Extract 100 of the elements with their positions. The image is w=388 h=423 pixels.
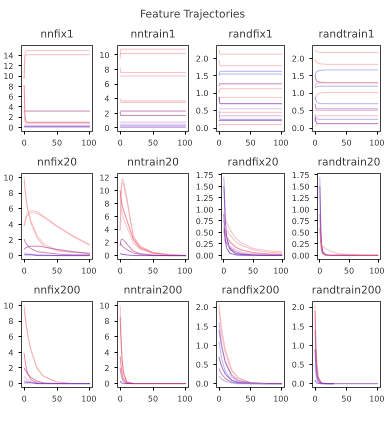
y-tick-label: 2 [104,364,110,373]
y-tick-label: 2 [8,113,14,122]
y-tick-label: 8 [104,199,110,208]
y-tick-label: 1.00 [196,205,214,214]
y-tick-label: 4 [104,226,110,235]
x-tick-label: 100 [177,138,193,148]
chart-title: nnfix20 [36,156,78,168]
y-tick-label: 8 [8,189,14,198]
y-tick-label: 1.0 [196,341,209,350]
chart-title: randtrain20 [318,156,381,168]
chart-title: randtrain1 [318,28,375,40]
x-tick-label: 50 [245,138,256,148]
y-tick-label: 6 [8,332,14,342]
chart-title: nntrain20 [127,156,180,168]
x-tick-label: 100 [369,394,385,404]
y-tick-label: 4 [8,220,14,230]
chart-title: randtrain200 [312,284,382,296]
chart-title: randfix20 [227,156,279,168]
chart-title: nntrain200 [124,284,183,296]
x-tick-label: 50 [148,138,158,148]
y-tick-label: 2 [104,238,110,248]
y-tick-label: 1.00 [292,205,310,214]
y-tick-label: 8 [8,317,14,326]
y-tick-label: 0 [104,124,110,133]
y-tick-label: 0 [8,380,14,389]
y-tick-label: 8 [104,317,110,326]
y-tick-label: 10 [99,301,110,310]
chart-title: nntrain1 [130,28,176,40]
y-tick-label: 6 [8,204,14,214]
y-tick-label: 0 [104,252,110,261]
y-tick-label: 0.75 [196,216,214,226]
y-tick-label: 0.0 [196,124,209,134]
x-tick-label: 0 [221,266,226,276]
y-tick-label: 1.50 [292,182,310,192]
y-tick-label: 2 [8,364,14,373]
y-tick-label: 0.00 [196,251,214,260]
y-tick-label: 1.5 [292,72,305,81]
x-tick-label: 0 [22,266,27,276]
y-tick-label: 2.0 [196,54,209,64]
y-tick-label: 0.5 [292,360,305,370]
x-tick-label: 100 [273,138,289,148]
y-tick-label: 0 [8,252,14,261]
x-tick-label: 100 [81,266,97,276]
y-tick-label: 1.25 [292,194,310,203]
y-tick-label: 0.25 [196,240,214,249]
y-tick-label: 1.5 [292,322,305,332]
y-tick-label: 0.00 [292,251,310,260]
x-tick-label: 0 [118,266,123,276]
x-tick-label: 50 [52,394,62,404]
chart-title: randfix1 [228,28,273,40]
x-tick-label: 0 [216,138,222,148]
y-tick-label: 2.0 [196,303,209,312]
y-tick-label: 6 [104,80,110,90]
y-tick-label: 4 [8,348,14,358]
x-tick-label: 0 [118,394,123,404]
x-tick-label: 50 [52,266,62,276]
x-tick-label: 50 [248,266,258,276]
y-tick-label: 10 [3,173,14,182]
y-tick-label: 1.75 [292,170,310,180]
y-tick-label: 0.75 [292,216,310,226]
x-tick-label: 100 [369,266,385,276]
x-tick-label: 100 [369,138,385,148]
x-tick-label: 50 [148,394,158,404]
y-tick-label: 0.5 [196,360,209,370]
y-tick-label: 0.0 [292,124,305,134]
x-tick-label: 100 [273,394,289,404]
y-tick-label: 10 [99,50,110,60]
chart-title: nnfix200 [34,284,81,296]
y-tick-label: 0.50 [292,228,310,238]
y-tick-label: 4 [8,102,14,112]
y-tick-label: 0.50 [196,228,214,238]
x-tick-label: 50 [148,266,158,276]
y-tick-label: 0.5 [292,106,305,116]
y-tick-label: 0.5 [196,106,209,116]
y-tick-label: 8 [8,82,14,92]
x-tick-label: 0 [118,138,123,148]
y-tick-label: 10 [3,301,14,310]
y-tick-label: 1.0 [196,89,209,98]
x-tick-label: 100 [177,394,193,404]
y-tick-label: 8 [104,66,110,75]
x-tick-label: 50 [341,138,352,148]
y-tick-label: 10 [3,72,14,82]
y-tick-label: 0 [104,380,110,389]
y-tick-label: 6 [104,332,110,342]
chart-title: randfix200 [222,284,280,296]
chart-title: nnfix1 [40,28,74,40]
x-tick-label: 0 [312,138,318,148]
y-tick-label: 2 [104,109,110,118]
y-tick-label: 14 [3,52,14,61]
x-tick-label: 0 [312,394,318,404]
x-tick-label: 0 [22,138,27,148]
y-tick-label: 2.0 [292,54,305,64]
y-tick-label: 1.0 [292,341,305,350]
y-tick-label: 10 [99,186,110,196]
y-tick-label: 2 [8,236,14,245]
x-tick-label: 100 [177,266,193,276]
x-tick-label: 100 [273,266,289,276]
y-tick-label: 0.0 [292,380,305,389]
text: Feature Trajectories [140,8,246,20]
y-tick-label: 4 [104,348,110,358]
